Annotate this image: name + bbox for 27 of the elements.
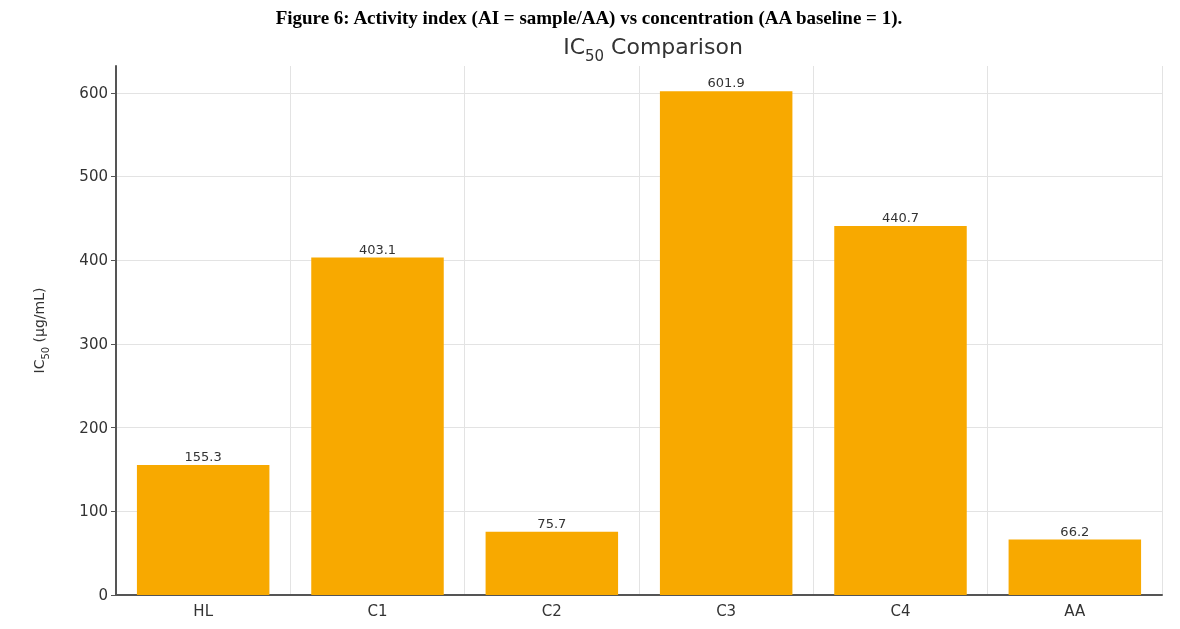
y-tick-label: 300 xyxy=(79,334,108,353)
bar xyxy=(1008,539,1142,595)
data-label: 403.1 xyxy=(358,241,397,257)
x-tick-label: HL xyxy=(193,601,214,620)
data-label: 440.7 xyxy=(881,210,920,226)
data-label: 601.9 xyxy=(707,75,745,91)
caption: Figure 6: Activity index (AI = sample/AA) vs concentration (AA baseline = 1). xyxy=(275,7,903,29)
x-tick-label: C1 xyxy=(367,601,388,620)
y-tick-label: 600 xyxy=(79,83,108,102)
y-tick-label: 400 xyxy=(79,251,108,270)
x-tick-label: C3 xyxy=(716,601,737,620)
x-tick-label: C4 xyxy=(890,601,911,620)
x-tick-label: AA xyxy=(1064,601,1087,620)
y-tick-label: 100 xyxy=(79,502,108,521)
y-tick-label: 200 xyxy=(79,418,108,437)
data-label: 66.2 xyxy=(1060,523,1090,539)
data-label: 155.3 xyxy=(184,449,222,465)
bar xyxy=(834,226,967,595)
y-tick-label: 0 xyxy=(98,586,108,604)
x-tick-label: C2 xyxy=(541,601,562,620)
bar xyxy=(659,91,793,595)
y-tick-label: 500 xyxy=(79,167,108,186)
data-label: 75.7 xyxy=(537,515,567,531)
bar xyxy=(136,465,270,595)
bar xyxy=(311,257,444,595)
y-axis-title: IC50 (µg/mL) xyxy=(31,287,51,374)
bar xyxy=(485,531,619,595)
